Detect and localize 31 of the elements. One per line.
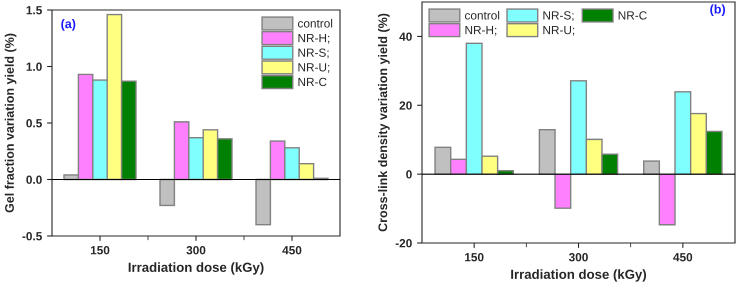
y-tick-label: 1.5	[26, 6, 42, 14]
x-axis-title: Irradiation dose (kGy)	[511, 269, 646, 282]
y-tick-label: 20	[400, 101, 412, 110]
x-tick-label: 300	[186, 246, 206, 254]
legend-label: NR-H;	[465, 26, 496, 36]
y-tick-label: 0.0	[26, 176, 42, 184]
legend-label: NR-U;	[298, 63, 330, 73]
y-tick-label: 40	[399, 32, 412, 41]
y-tick-label: 1.0	[26, 62, 42, 71]
legend-label: control	[298, 18, 332, 28]
legend-label: control	[465, 10, 500, 20]
x-tick-label: 150	[465, 253, 484, 262]
legend-label: NR-C	[618, 11, 647, 20]
annotation: (b)	[710, 4, 725, 16]
legend-label: NR-S;	[543, 11, 574, 21]
legend-label: NR-U;	[543, 26, 574, 36]
legend-label: NR-C	[298, 78, 327, 86]
y-tick-label: 0.5	[26, 119, 42, 128]
y-tick-label: 0	[406, 170, 412, 179]
annotation: (a)	[61, 19, 76, 31]
x-axis-title: Irradiation dose (kGy)	[128, 262, 264, 275]
y-tick-label: -0.5	[22, 232, 42, 240]
y-axis-title: Gel fraction variation yield (%)	[4, 34, 16, 212]
y-axis-title: Cross-link density variation yield (%)	[378, 14, 390, 232]
legend-label: NR-H;	[298, 34, 330, 44]
legend-label: NR-S;	[298, 48, 329, 58]
x-tick-label: 300	[568, 253, 588, 262]
x-tick-label: 450	[673, 253, 692, 262]
y-tick-label: -20	[396, 239, 412, 248]
x-tick-label: 150	[90, 246, 110, 254]
x-tick-label: 450	[282, 246, 302, 254]
